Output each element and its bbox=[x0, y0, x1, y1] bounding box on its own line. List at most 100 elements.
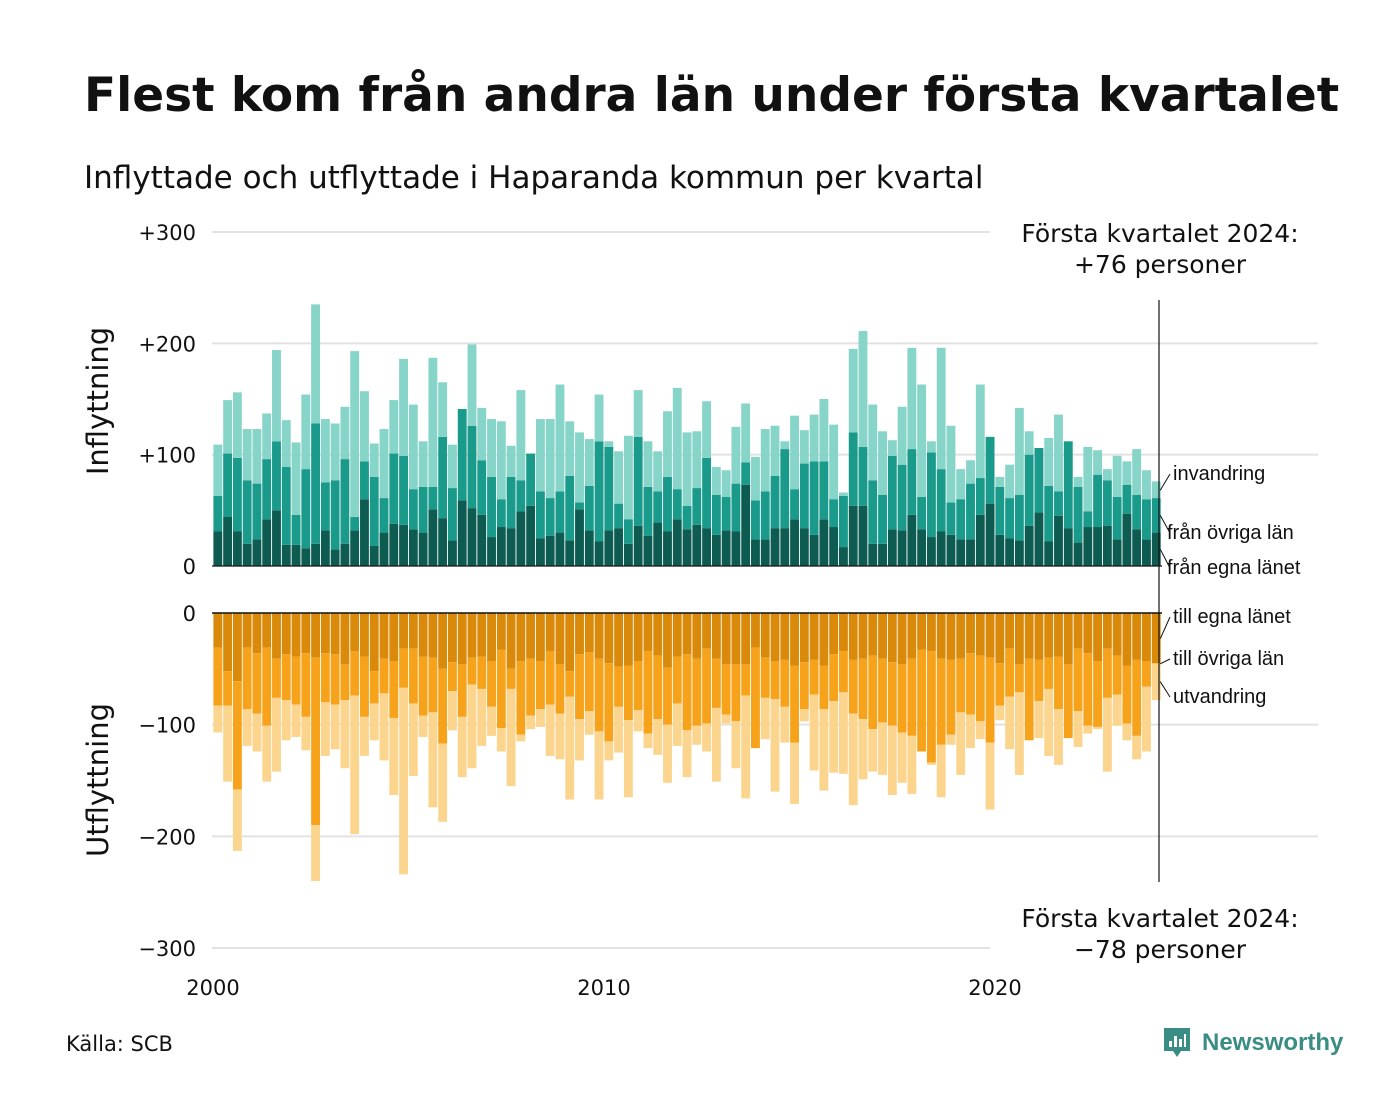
bar-inflow-other-counties bbox=[663, 476, 672, 532]
bar-inflow-own-county bbox=[1034, 512, 1044, 566]
bar-inflow-other-counties bbox=[369, 476, 379, 546]
bar-inflow-other-counties bbox=[1024, 454, 1034, 526]
bar-outflow-other-counties bbox=[614, 666, 624, 707]
bar-inflow-own-county bbox=[535, 538, 545, 566]
bar-outflow-own-county bbox=[907, 613, 917, 659]
bar-inflow-immigration bbox=[633, 390, 643, 437]
bar-inflow-other-counties bbox=[809, 461, 819, 535]
bar-inflow-own-county bbox=[1122, 513, 1132, 566]
bar-inflow-other-counties bbox=[887, 455, 897, 530]
bar-outflow-own-county bbox=[1063, 613, 1073, 665]
bar-outflow-emigration bbox=[614, 706, 624, 753]
bar-outflow-emigration bbox=[379, 693, 389, 761]
bar-outflow-emigration bbox=[770, 698, 780, 792]
bar-outflow-own-county bbox=[1083, 613, 1093, 654]
bar-inflow-other-counties bbox=[242, 480, 252, 544]
bar-inflow-other-counties bbox=[790, 489, 799, 520]
bar-outflow-own-county bbox=[829, 613, 839, 655]
bar-outflow-emigration bbox=[350, 695, 360, 835]
bar-outflow-own-county bbox=[1122, 613, 1132, 666]
bar-inflow-own-county bbox=[223, 517, 233, 566]
bar-inflow-immigration bbox=[350, 351, 360, 518]
bar-outflow-other-counties bbox=[369, 671, 379, 704]
bar-inflow-own-county bbox=[692, 524, 702, 566]
bar-inflow-other-counties bbox=[1014, 494, 1024, 541]
bar-outflow-emigration bbox=[799, 709, 809, 722]
bar-inflow-own-county bbox=[1014, 540, 1024, 566]
bar-outflow-own-county bbox=[1132, 613, 1142, 660]
bar-inflow-other-counties bbox=[545, 498, 555, 536]
newsworthy-logo[interactable]: Newsworthy bbox=[1162, 1026, 1343, 1060]
bar-inflow-other-counties bbox=[653, 491, 663, 523]
bar-inflow-immigration bbox=[594, 394, 604, 442]
bar-inflow-own-county bbox=[936, 531, 946, 566]
bar-outflow-other-counties bbox=[995, 663, 1005, 706]
bar-inflow-own-county bbox=[565, 540, 575, 566]
bar-outflow-own-county bbox=[643, 613, 653, 651]
bar-inflow-other-counties bbox=[477, 460, 487, 515]
bar-outflow-own-county bbox=[555, 613, 565, 665]
bar-outflow-own-county bbox=[272, 613, 281, 659]
bar-inflow-immigration bbox=[1044, 437, 1054, 486]
callout-outflow-line2: −78 personer bbox=[1073, 935, 1247, 964]
bar-inflow-other-counties bbox=[379, 498, 389, 533]
bar-outflow-own-county bbox=[545, 613, 555, 651]
bar-outflow-other-counties bbox=[291, 656, 301, 705]
bar-outflow-own-county bbox=[672, 613, 682, 657]
bar-outflow-other-counties bbox=[526, 658, 536, 716]
bar-inflow-other-counties bbox=[594, 441, 604, 542]
bar-outflow-own-county bbox=[1014, 613, 1024, 665]
bar-outflow-other-counties bbox=[311, 657, 321, 826]
bar-outflow-other-counties bbox=[330, 654, 340, 705]
bar-outflow-emigration bbox=[360, 716, 369, 756]
bar-outflow-own-county bbox=[692, 613, 702, 659]
bar-outflow-other-counties bbox=[487, 661, 496, 707]
bar-inflow-own-county bbox=[438, 518, 448, 566]
bar-outflow-emigration bbox=[887, 725, 897, 796]
bar-inflow-immigration bbox=[379, 429, 389, 499]
bar-outflow-other-counties bbox=[1122, 665, 1132, 724]
bar-inflow-own-county bbox=[995, 534, 1005, 566]
bar-inflow-other-counties bbox=[418, 486, 428, 533]
bar-inflow-own-county bbox=[320, 530, 330, 566]
bar-inflow-own-county bbox=[526, 505, 536, 566]
bar-inflow-own-county bbox=[389, 523, 399, 566]
callout-outflow: Första kvartalet 2024: −78 personer bbox=[990, 903, 1330, 965]
bar-inflow-own-county bbox=[232, 531, 242, 566]
bar-outflow-other-counties bbox=[1142, 661, 1151, 687]
bar-outflow-emigration bbox=[330, 704, 340, 750]
bar-outflow-emigration bbox=[760, 697, 770, 740]
bar-inflow-immigration bbox=[1132, 449, 1142, 495]
bar-inflow-other-counties bbox=[311, 423, 321, 544]
bar-inflow-own-county bbox=[555, 532, 565, 566]
bar-inflow-immigration bbox=[897, 406, 907, 465]
bar-outflow-emigration bbox=[1102, 697, 1112, 772]
bar-inflow-other-counties bbox=[604, 446, 614, 531]
bar-outflow-own-county bbox=[1112, 613, 1122, 656]
bar-outflow-own-county bbox=[956, 613, 966, 659]
bar-inflow-own-county bbox=[956, 539, 966, 566]
bar-outflow-emigration bbox=[252, 713, 262, 752]
bar-inflow-other-counties bbox=[575, 502, 584, 510]
bar-inflow-immigration bbox=[1151, 481, 1161, 499]
bar-inflow-own-county bbox=[633, 525, 643, 566]
bar-outflow-other-counties bbox=[799, 662, 809, 710]
bar-outflow-emigration bbox=[946, 734, 956, 745]
bar-outflow-other-counties bbox=[360, 656, 369, 717]
bar-inflow-immigration bbox=[1102, 469, 1112, 481]
bar-inflow-immigration bbox=[780, 441, 790, 450]
bar-inflow-immigration bbox=[1122, 461, 1132, 485]
bar-outflow-other-counties bbox=[477, 656, 487, 689]
bar-inflow-other-counties bbox=[702, 458, 712, 529]
bar-inflow-immigration bbox=[760, 429, 770, 492]
bar-outflow-emigration bbox=[721, 714, 731, 724]
bar-inflow-own-county bbox=[448, 540, 457, 566]
bar-inflow-immigration bbox=[770, 425, 780, 476]
bar-inflow-immigration bbox=[232, 392, 242, 459]
bar-inflow-immigration bbox=[1005, 464, 1015, 499]
bar-inflow-other-counties bbox=[252, 483, 262, 540]
bar-inflow-immigration bbox=[731, 426, 741, 484]
bar-inflow-other-counties bbox=[360, 461, 369, 500]
bar-inflow-own-county bbox=[262, 519, 272, 566]
bar-outflow-own-county bbox=[262, 613, 272, 648]
